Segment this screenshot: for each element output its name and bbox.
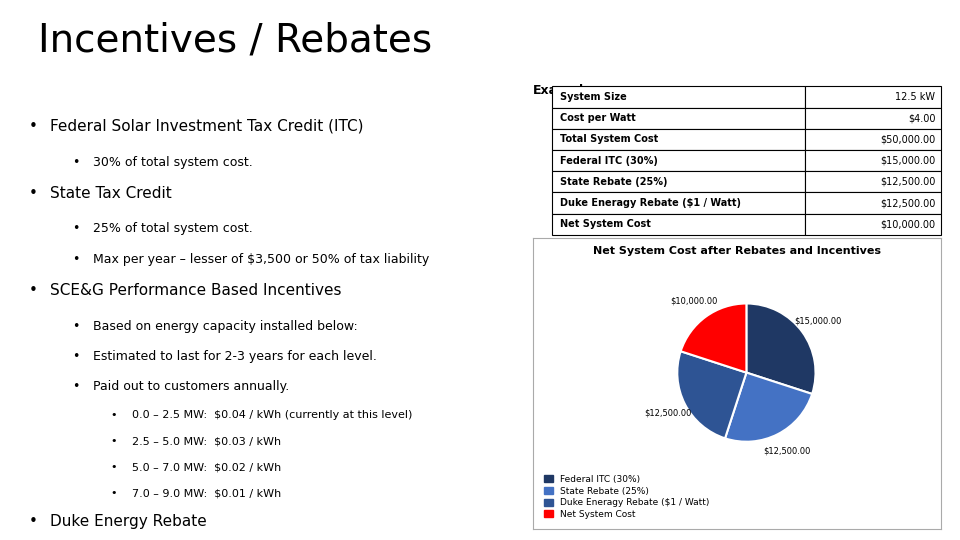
Text: •: •: [72, 156, 80, 168]
Text: •: •: [110, 410, 117, 421]
Text: •: •: [72, 222, 80, 235]
Bar: [804, 129, 941, 150]
Bar: [552, 192, 804, 214]
Text: $12,500.00: $12,500.00: [880, 177, 935, 187]
Text: Total System Cost: Total System Cost: [560, 134, 658, 144]
Bar: [552, 214, 804, 235]
Wedge shape: [678, 351, 747, 438]
Text: Duke Energy Rebate: Duke Energy Rebate: [50, 514, 206, 529]
Text: Paid out to customers annually.: Paid out to customers annually.: [93, 380, 289, 393]
Bar: [552, 107, 804, 129]
Text: •: •: [72, 380, 80, 393]
Text: •: •: [29, 119, 37, 134]
Wedge shape: [681, 303, 747, 373]
Text: 7.0 – 9.0 MW:  $0.01 / kWh: 7.0 – 9.0 MW: $0.01 / kWh: [132, 488, 280, 498]
Text: •: •: [72, 320, 80, 333]
Text: Cost per Watt: Cost per Watt: [560, 113, 636, 123]
Text: •: •: [110, 436, 117, 447]
Text: Federal ITC (30%): Federal ITC (30%): [560, 156, 658, 166]
Text: State Tax Credit: State Tax Credit: [50, 186, 172, 201]
Bar: [552, 150, 804, 171]
Text: $12,500.00: $12,500.00: [763, 447, 810, 456]
Text: Max per year – lesser of $3,500 or 50% of tax liability: Max per year – lesser of $3,500 or 50% o…: [93, 253, 429, 266]
Text: 30% of total system cost.: 30% of total system cost.: [93, 156, 252, 168]
Text: $15,000.00: $15,000.00: [794, 316, 842, 325]
Text: $15,000.00: $15,000.00: [880, 156, 935, 166]
Text: SCE&G Performance Based Incentives: SCE&G Performance Based Incentives: [50, 283, 342, 298]
Bar: [804, 107, 941, 129]
Bar: [804, 171, 941, 192]
Bar: [804, 214, 941, 235]
Text: 12.5 kW: 12.5 kW: [896, 92, 935, 102]
Legend: Federal ITC (30%), State Rebate (25%), Duke Eneragy Rebate ($1 / Watt), Net Syst: Federal ITC (30%), State Rebate (25%), D…: [541, 472, 712, 522]
Bar: [804, 86, 941, 107]
Bar: [552, 171, 804, 192]
Wedge shape: [746, 303, 815, 394]
Bar: [804, 150, 941, 171]
Text: •: •: [110, 488, 117, 498]
Text: •: •: [29, 283, 37, 298]
Text: 5.0 – 7.0 MW:  $0.02 / kWh: 5.0 – 7.0 MW: $0.02 / kWh: [132, 462, 280, 472]
Text: $12,500.00: $12,500.00: [644, 408, 691, 417]
Text: 25% of total system cost.: 25% of total system cost.: [93, 222, 252, 235]
Text: State Rebate (25%): State Rebate (25%): [560, 177, 667, 187]
Text: •: •: [110, 462, 117, 472]
Bar: [552, 86, 804, 107]
Text: •: •: [72, 253, 80, 266]
Text: $12,500.00: $12,500.00: [880, 198, 935, 208]
Bar: [804, 192, 941, 214]
Text: Incentives / Rebates: Incentives / Rebates: [38, 22, 433, 59]
Text: System Size: System Size: [560, 92, 626, 102]
Text: •: •: [72, 350, 80, 363]
Text: Duke Eneragy Rebate ($1 / Watt): Duke Eneragy Rebate ($1 / Watt): [560, 198, 740, 208]
Text: Federal Solar Investment Tax Credit (ITC): Federal Solar Investment Tax Credit (ITC…: [50, 119, 364, 134]
Text: •: •: [29, 186, 37, 201]
Text: Example:: Example:: [533, 84, 597, 97]
Text: 0.0 – 2.5 MW:  $0.04 / kWh (currently at this level): 0.0 – 2.5 MW: $0.04 / kWh (currently at …: [132, 410, 412, 421]
Text: Net System Cost: Net System Cost: [560, 219, 651, 230]
Text: •: •: [29, 514, 37, 529]
Text: Net System Cost after Rebates and Incentives: Net System Cost after Rebates and Incent…: [592, 246, 881, 256]
Text: 2.5 – 5.0 MW:  $0.03 / kWh: 2.5 – 5.0 MW: $0.03 / kWh: [132, 436, 280, 447]
Text: Based on energy capacity installed below:: Based on energy capacity installed below…: [93, 320, 358, 333]
Text: Estimated to last for 2-3 years for each level.: Estimated to last for 2-3 years for each…: [93, 350, 377, 363]
Bar: [552, 129, 804, 150]
Text: $10,000.00: $10,000.00: [671, 296, 718, 306]
Text: $50,000.00: $50,000.00: [880, 134, 935, 144]
Text: $4.00: $4.00: [908, 113, 935, 123]
Text: $10,000.00: $10,000.00: [880, 219, 935, 230]
Wedge shape: [725, 373, 812, 442]
